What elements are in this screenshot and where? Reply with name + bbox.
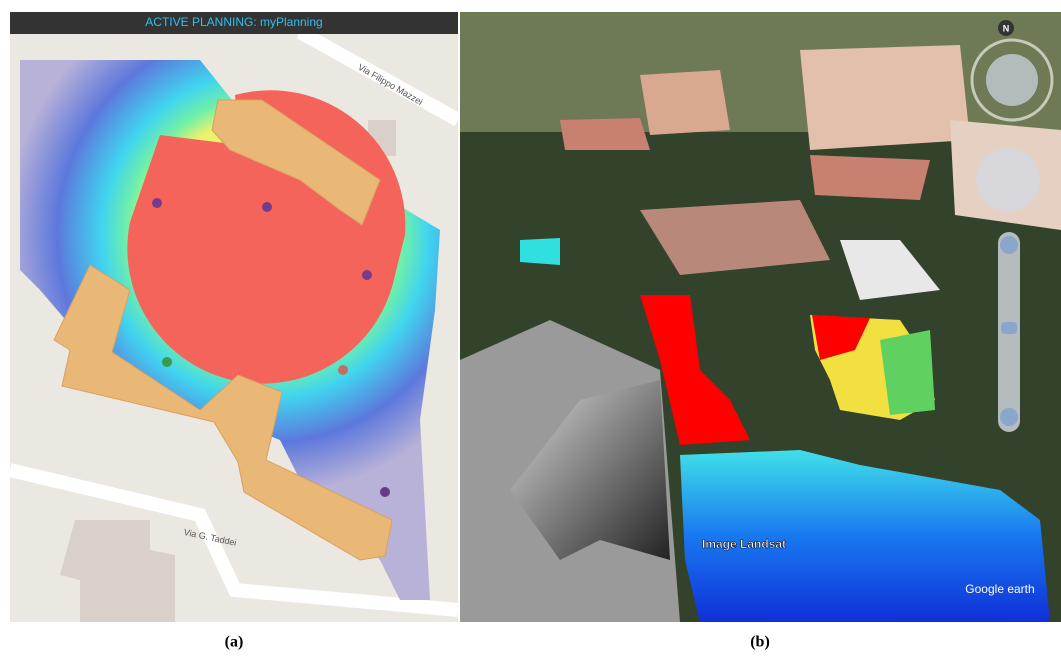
house	[640, 200, 830, 275]
antenna	[380, 487, 390, 497]
coverage-patch	[880, 330, 935, 415]
map-panel: Via Filippo Mazzei Via G. Taddei ACTIVE …	[10, 12, 458, 622]
antenna	[262, 202, 272, 212]
antenna	[152, 198, 162, 208]
road	[296, 25, 458, 127]
terrain	[460, 12, 1061, 132]
zoom-out[interactable]	[1000, 408, 1018, 426]
house	[800, 45, 970, 150]
coverage-patch	[812, 315, 870, 360]
zoom-in[interactable]	[1000, 236, 1018, 254]
header-title: ACTIVE PLANNING: myPlanning	[145, 15, 322, 29]
coverage-patch	[520, 238, 560, 265]
open-area	[840, 240, 940, 300]
house	[640, 70, 730, 135]
building	[211, 99, 381, 226]
imagery-credit: Image Landsat	[702, 537, 786, 551]
road	[10, 463, 458, 617]
coverage-patch	[680, 450, 1050, 622]
brand-label: Google earth	[965, 582, 1034, 596]
nav-move-control[interactable]	[976, 148, 1040, 212]
zoom-thumb[interactable]	[1001, 322, 1017, 334]
building-footprint	[60, 520, 175, 622]
nav-look-control-inner	[986, 54, 1038, 106]
antenna	[338, 365, 348, 375]
caption: (a)	[225, 634, 244, 651]
house	[560, 118, 650, 150]
caption: (b)	[750, 634, 770, 651]
header-bar	[10, 12, 458, 34]
antenna	[362, 270, 372, 280]
compass-label: N	[1003, 23, 1010, 33]
earth-panel: N Image Landsat Google earth	[460, 12, 1061, 622]
coverage-patch	[640, 295, 750, 445]
compass-badge	[998, 20, 1014, 36]
antenna	[162, 357, 172, 367]
tower-building-face	[510, 380, 670, 560]
nav-look-control[interactable]	[970, 38, 1054, 122]
house	[810, 155, 930, 200]
building	[53, 264, 393, 561]
